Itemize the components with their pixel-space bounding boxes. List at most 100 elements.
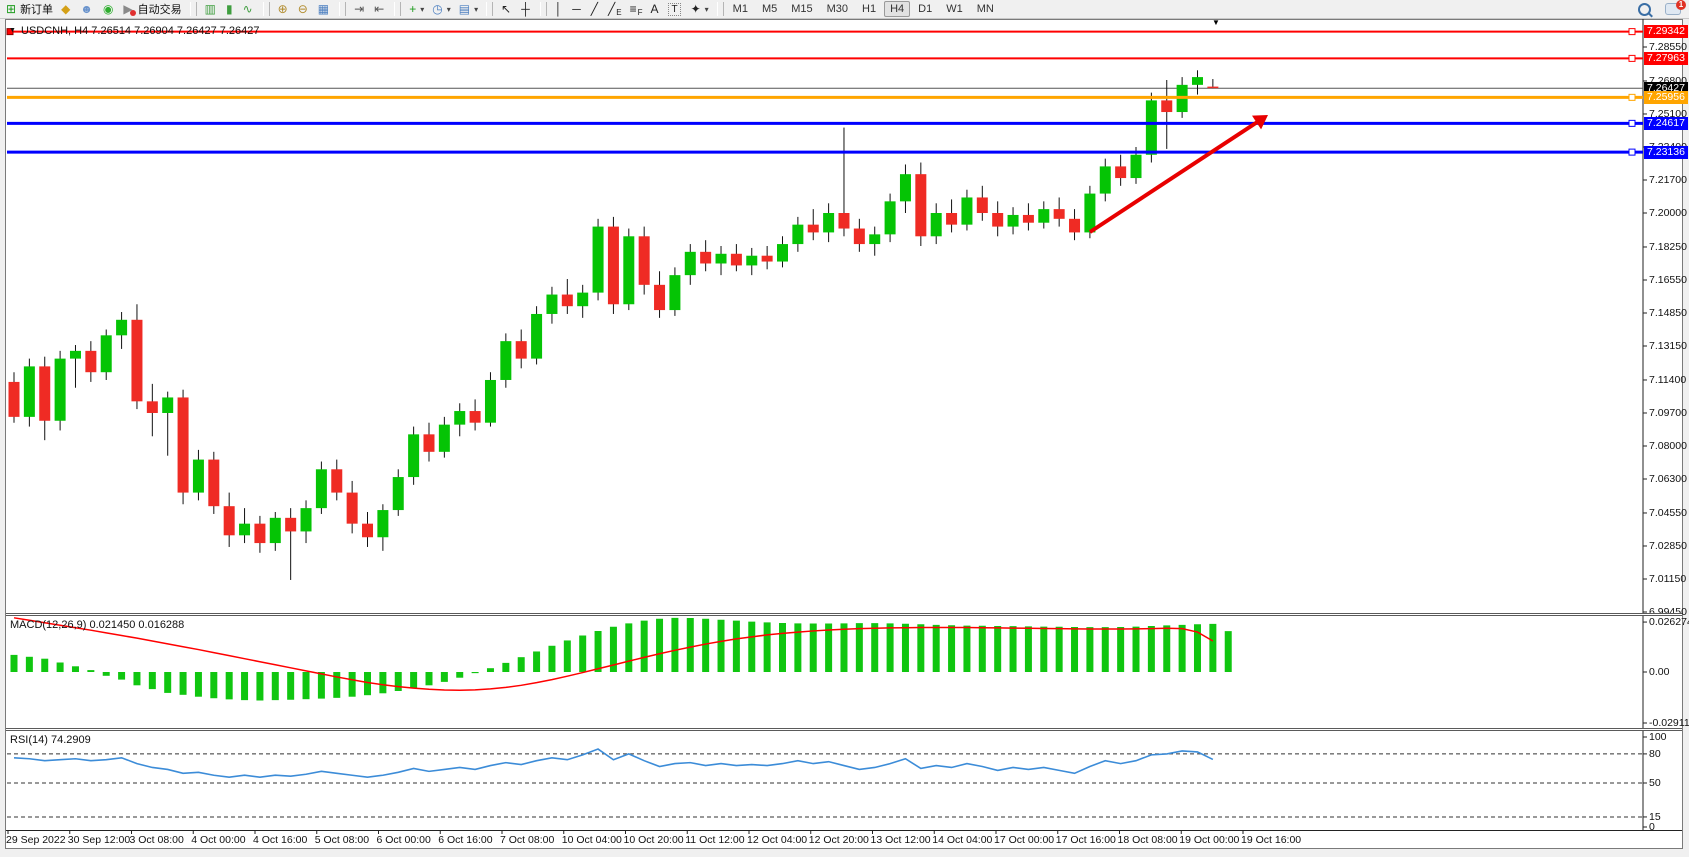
candle-body[interactable] [1053, 209, 1065, 219]
chart-shift-button[interactable]: ⇤ [371, 2, 389, 17]
candle-body[interactable] [976, 197, 988, 214]
candlestick-chart-button[interactable]: ▮ [223, 2, 238, 17]
candle-body[interactable] [899, 174, 911, 202]
candle-body[interactable] [500, 341, 512, 380]
cursor-button[interactable]: ↖ [498, 2, 516, 17]
candle-body[interactable] [131, 319, 143, 402]
candle-body[interactable] [300, 508, 312, 532]
timeframe-m5-button[interactable]: M5 [761, 3, 778, 15]
expand-arrow-icon[interactable]: ▼ [9, 27, 16, 34]
candle-body[interactable] [1099, 166, 1111, 194]
candle-body[interactable] [1207, 86, 1219, 89]
candle-body[interactable] [377, 510, 389, 538]
chevron-down-icon[interactable]: ▾ [420, 4, 425, 14]
styler-button[interactable]: ◆ [58, 2, 75, 17]
candle-body[interactable] [592, 226, 604, 293]
candle-body[interactable] [239, 523, 251, 536]
candle-body[interactable] [607, 226, 619, 305]
candle-body[interactable] [992, 213, 1004, 227]
trend-arrow[interactable] [1088, 118, 1261, 234]
candle-body[interactable] [961, 197, 973, 225]
hline-handle[interactable] [1628, 54, 1636, 62]
candle-body[interactable] [408, 434, 420, 478]
signals-button[interactable]: ◉ [100, 2, 118, 17]
candle-body[interactable] [254, 523, 266, 544]
chevron-down-icon[interactable]: ▾ [446, 4, 451, 14]
timeframe-w1-button[interactable]: W1 [946, 3, 963, 15]
hline-handle[interactable] [1628, 93, 1636, 101]
tile-windows-button[interactable]: ▦ [315, 2, 334, 17]
timeframe-m1-button[interactable]: M1 [732, 3, 748, 15]
candle-body[interactable] [454, 411, 466, 425]
candle-body[interactable] [546, 294, 558, 314]
candle-body[interactable] [577, 292, 589, 307]
timeframe-m30-button[interactable]: M30 [826, 3, 849, 15]
autotrading-button[interactable]: ▶ 自动交易 [120, 2, 184, 17]
candle-body[interactable] [531, 313, 543, 359]
vertical-line-button[interactable]: │ [552, 2, 568, 17]
trend-arrow-head[interactable] [1252, 115, 1268, 130]
candle-body[interactable] [915, 174, 927, 237]
macd-pane-separator[interactable] [6, 613, 1682, 616]
candle-body[interactable] [39, 366, 51, 421]
candle-body[interactable] [23, 366, 35, 417]
timeframe-h1-button[interactable]: H1 [862, 3, 877, 15]
periods-button[interactable]: ◷ ▾ [429, 2, 454, 17]
line-chart-button[interactable]: ∿ [240, 2, 258, 17]
candle-body[interactable] [623, 236, 635, 305]
candle-body[interactable] [746, 255, 758, 266]
candle-body[interactable] [269, 517, 281, 544]
horizontal-line-button[interactable]: ─ [569, 2, 586, 17]
candle-body[interactable] [223, 506, 235, 536]
candle-body[interactable] [484, 379, 496, 423]
candle-body[interactable] [315, 469, 327, 509]
candle-body[interactable] [423, 434, 435, 452]
shapes-button[interactable]: ✦ ▾ [688, 2, 712, 17]
candle-body[interactable] [561, 294, 573, 307]
candle-body[interactable] [823, 213, 835, 233]
candle-body[interactable] [930, 213, 942, 237]
candle-body[interactable] [807, 224, 819, 233]
new-order-button[interactable]: ⊞ 新订单 [3, 2, 56, 17]
rsi-pane-separator[interactable] [6, 728, 1682, 731]
candle-body[interactable] [638, 236, 650, 285]
chevron-down-icon[interactable]: ▾ [474, 4, 479, 14]
candle-body[interactable] [1022, 214, 1034, 223]
hline-handle[interactable] [6, 28, 14, 36]
candle-body[interactable] [869, 234, 881, 245]
candle-body[interactable] [700, 251, 712, 264]
candle-body[interactable] [715, 253, 727, 264]
label-button[interactable]: T [665, 2, 685, 17]
candle-body[interactable] [1145, 100, 1157, 155]
timeframe-mn-button[interactable]: MN [976, 3, 994, 15]
candle-body[interactable] [54, 358, 66, 421]
hline-handle[interactable] [1628, 119, 1636, 127]
hline-handle[interactable] [1628, 148, 1636, 156]
timeframe-h4-button[interactable]: H4 [884, 1, 911, 17]
candle-body[interactable] [777, 244, 788, 262]
candle-body[interactable] [515, 341, 527, 359]
candle-body[interactable] [208, 459, 220, 507]
candle-body[interactable] [192, 459, 204, 493]
candle-body[interactable] [362, 523, 374, 538]
candle-body[interactable] [884, 201, 896, 235]
candle-body[interactable] [100, 335, 112, 373]
candle-body[interactable] [1161, 100, 1173, 113]
timeframe-d1-button[interactable]: D1 [918, 3, 933, 15]
crosshair-button[interactable]: ┼ [518, 2, 535, 17]
candle-body[interactable] [331, 469, 343, 493]
candle-body[interactable] [85, 350, 97, 373]
chevron-down-icon[interactable]: ▾ [704, 4, 709, 14]
text-button[interactable]: A [647, 2, 663, 17]
candle-body[interactable] [1130, 154, 1142, 179]
candle-body[interactable] [684, 251, 696, 276]
templates-button[interactable]: ▤ ▾ [456, 2, 481, 17]
candle-body[interactable] [392, 477, 404, 511]
search-icon[interactable] [1638, 2, 1651, 16]
candle-body[interactable] [1084, 193, 1096, 233]
chart-shift-marker-icon[interactable]: ▼ [1212, 18, 1220, 27]
candle-body[interactable] [1115, 166, 1127, 179]
candle-body[interactable] [1069, 218, 1081, 233]
candle-body[interactable] [853, 228, 865, 245]
